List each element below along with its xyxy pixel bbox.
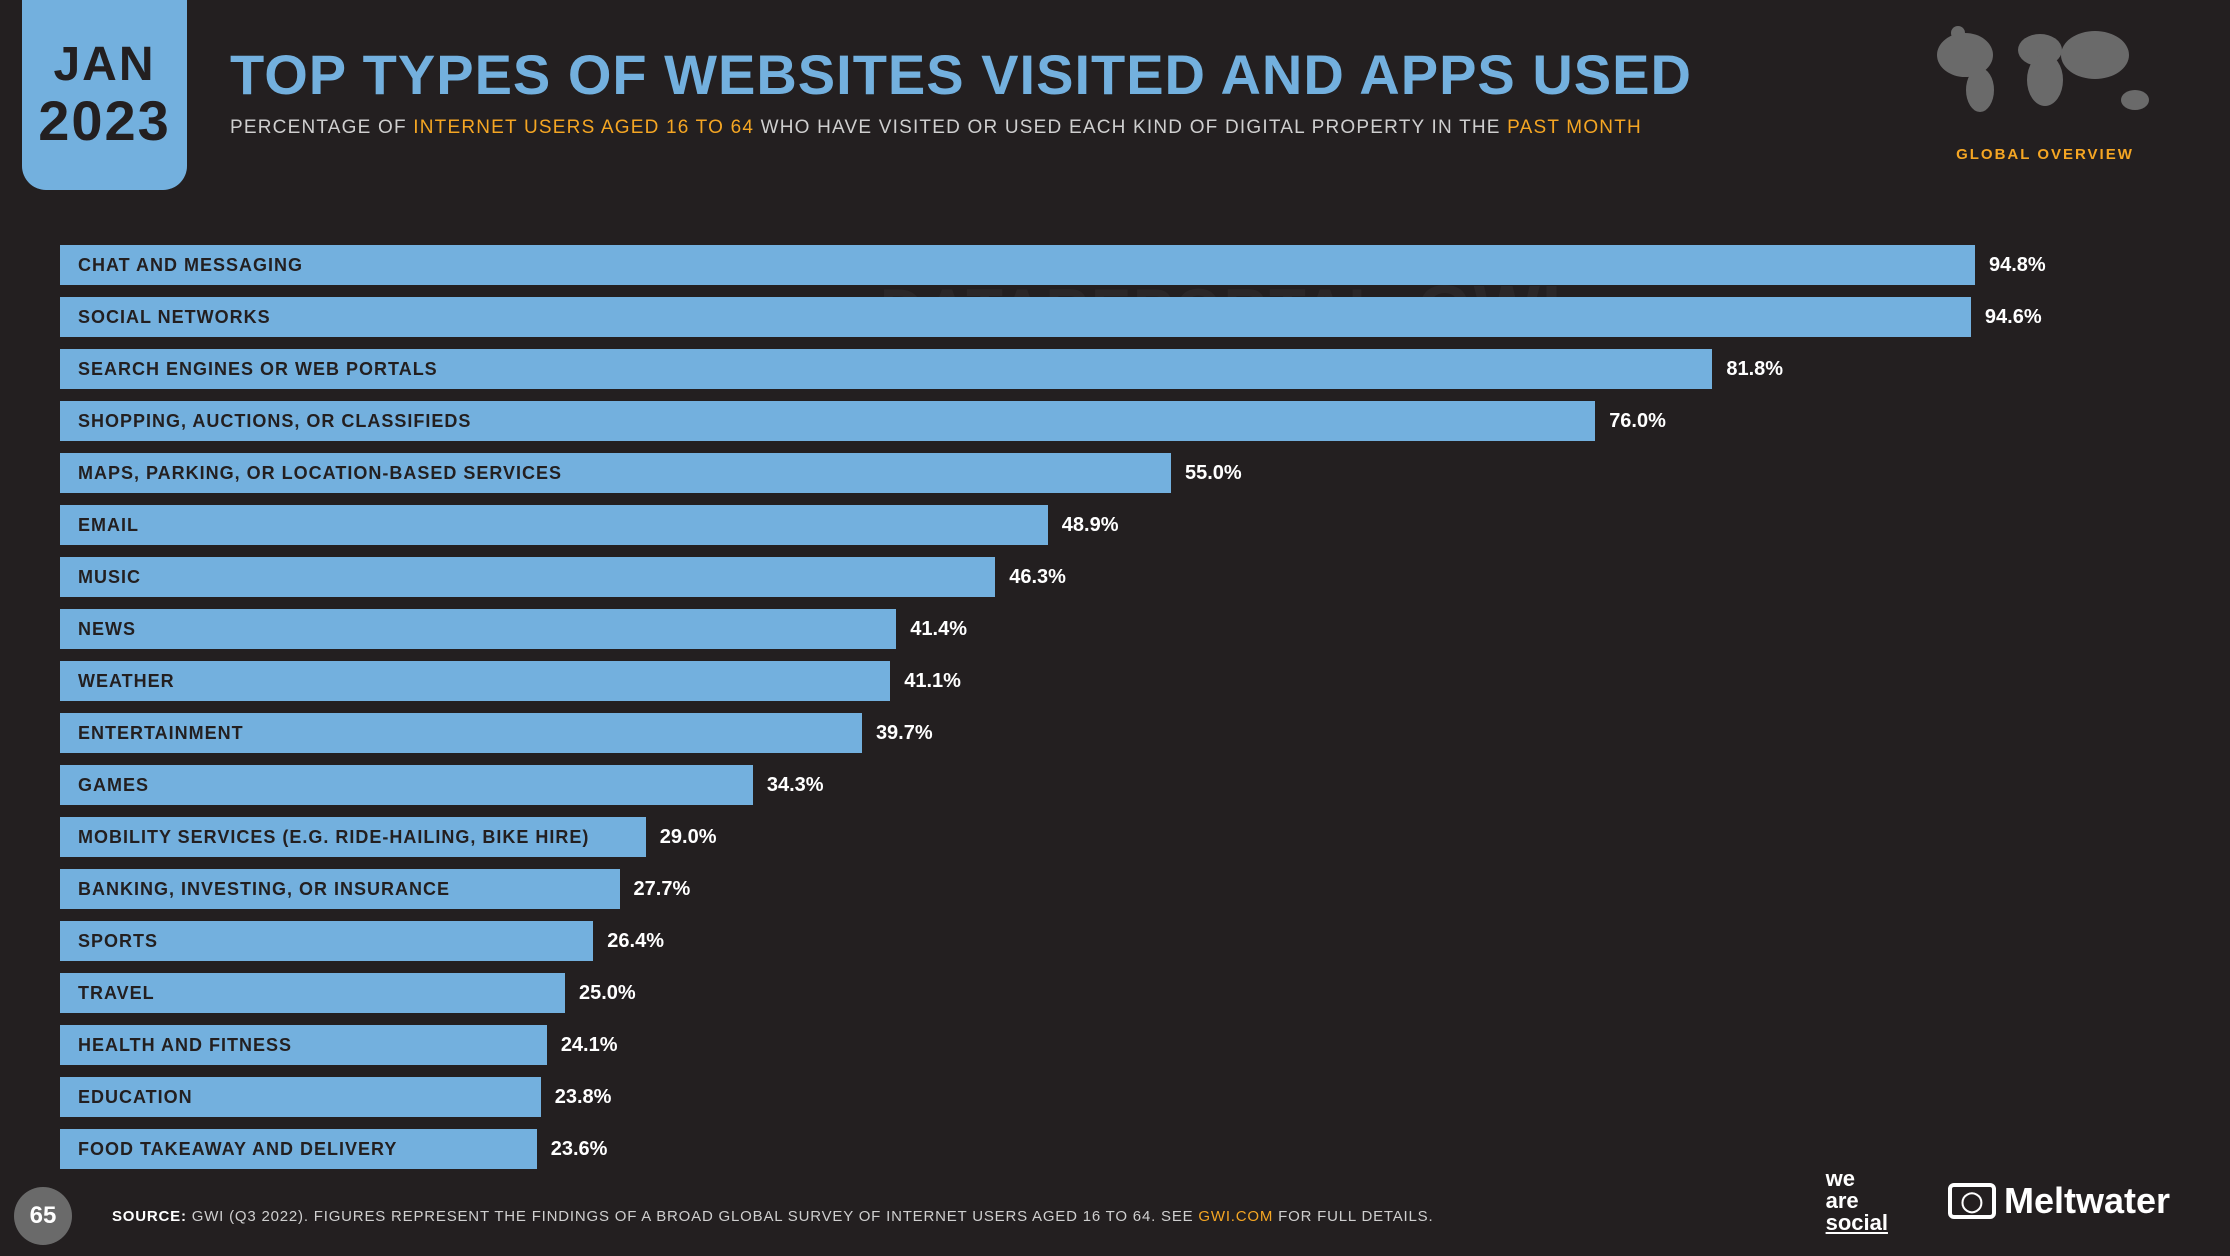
bar-row: HEALTH AND FITNESS 24.1% xyxy=(60,1025,2170,1065)
bar-row: MAPS, PARKING, OR LOCATION-BASED SERVICE… xyxy=(60,453,2170,493)
bar-value: 76.0% xyxy=(1609,410,1666,433)
bar-value: 41.4% xyxy=(910,618,967,641)
header: TOP TYPES OF WEBSITES VISITED AND APPS U… xyxy=(230,42,1692,139)
bar-row: FOOD TAKEAWAY AND DELIVERY 23.6% xyxy=(60,1129,2170,1169)
bar-row: MUSIC 46.3% xyxy=(60,557,2170,597)
subtitle-pre: PERCENTAGE OF xyxy=(230,117,413,138)
bar: CHAT AND MESSAGING xyxy=(60,245,1975,285)
bar: EDUCATION xyxy=(60,1077,541,1117)
page-number: 65 xyxy=(14,1187,72,1245)
bar: SPORTS xyxy=(60,921,593,961)
bar-value: 24.1% xyxy=(561,1034,618,1057)
source-text: SOURCE: GWI (Q3 2022). FIGURES REPRESENT… xyxy=(112,1208,1433,1225)
bar-value: 23.6% xyxy=(551,1138,608,1161)
bar-row: EMAIL 48.9% xyxy=(60,505,2170,545)
bar: TRAVEL xyxy=(60,973,565,1013)
bar-value: 94.6% xyxy=(1985,306,2042,329)
bar-value: 55.0% xyxy=(1185,462,1242,485)
meltwater-text: Meltwater xyxy=(2004,1180,2170,1222)
bar-value: 25.0% xyxy=(579,982,636,1005)
bar-row: SHOPPING, AUCTIONS, OR CLASSIFIEDS 76.0% xyxy=(60,401,2170,441)
bar-value: 46.3% xyxy=(1009,566,1066,589)
subtitle-hl1: INTERNET USERS AGED 16 TO 64 xyxy=(413,117,754,138)
world-map: GLOBAL OVERVIEW xyxy=(1920,15,2170,163)
subtitle-mid: WHO HAVE VISITED OR USED EACH KIND OF DI… xyxy=(754,117,1507,138)
meltwater-logo: ◯ Meltwater xyxy=(1948,1180,2170,1222)
bar: ENTERTAINMENT xyxy=(60,713,862,753)
source-label: SOURCE: xyxy=(112,1208,187,1225)
bar-row: SPORTS 26.4% xyxy=(60,921,2170,961)
page-title: TOP TYPES OF WEBSITES VISITED AND APPS U… xyxy=(230,42,1692,107)
bar: MOBILITY SERVICES (E.G. RIDE-HAILING, BI… xyxy=(60,817,646,857)
bar-value: 81.8% xyxy=(1726,358,1783,381)
bar-row: CHAT AND MESSAGING 94.8% xyxy=(60,245,2170,285)
bar-value: 41.1% xyxy=(904,670,961,693)
bar: FOOD TAKEAWAY AND DELIVERY xyxy=(60,1129,537,1169)
date-month: JAN xyxy=(53,41,155,89)
world-map-icon xyxy=(1920,15,2170,135)
bar-value: 34.3% xyxy=(767,774,824,797)
wearesocial-logo: we are social xyxy=(1826,1168,1888,1234)
bar-row: SOCIAL NETWORKS 94.6% xyxy=(60,297,2170,337)
bar-value: 39.7% xyxy=(876,722,933,745)
wearesocial-3: social xyxy=(1826,1212,1888,1234)
bar-value: 23.8% xyxy=(555,1086,612,1109)
subtitle-hl2: PAST MONTH xyxy=(1507,117,1642,138)
bar: WEATHER xyxy=(60,661,890,701)
logos: we are social ◯ Meltwater xyxy=(1826,1168,2170,1234)
wearesocial-2: are xyxy=(1826,1190,1888,1212)
date-badge: JAN 2023 xyxy=(22,0,187,190)
wearesocial-1: we xyxy=(1826,1168,1888,1190)
date-year: 2023 xyxy=(38,93,171,149)
footer: 65 SOURCE: GWI (Q3 2022). FIGURES REPRES… xyxy=(0,1176,2230,1256)
source-link: GWI.COM xyxy=(1198,1208,1273,1225)
source-text-1: GWI (Q3 2022). FIGURES REPRESENT THE FIN… xyxy=(187,1208,1199,1225)
bar-row: TRAVEL 25.0% xyxy=(60,973,2170,1013)
bar-row: MOBILITY SERVICES (E.G. RIDE-HAILING, BI… xyxy=(60,817,2170,857)
global-overview-label: GLOBAL OVERVIEW xyxy=(1920,146,2170,163)
bar-value: 27.7% xyxy=(634,878,691,901)
bar: HEALTH AND FITNESS xyxy=(60,1025,547,1065)
bar: BANKING, INVESTING, OR INSURANCE xyxy=(60,869,620,909)
bar-row: BANKING, INVESTING, OR INSURANCE 27.7% xyxy=(60,869,2170,909)
bar-chart: CHAT AND MESSAGING 94.8% SOCIAL NETWORKS 94… xyxy=(60,245,2170,1181)
bar-row: GAMES 34.3% xyxy=(60,765,2170,805)
bar: SHOPPING, AUCTIONS, OR CLASSIFIEDS xyxy=(60,401,1595,441)
bar: MAPS, PARKING, OR LOCATION-BASED SERVICE… xyxy=(60,453,1171,493)
meltwater-icon: ◯ xyxy=(1948,1183,1996,1219)
subtitle: PERCENTAGE OF INTERNET USERS AGED 16 TO … xyxy=(230,117,1692,139)
bar: EMAIL xyxy=(60,505,1048,545)
bar-value: 94.8% xyxy=(1989,254,2046,277)
bar: MUSIC xyxy=(60,557,995,597)
bar: GAMES xyxy=(60,765,753,805)
source-text-2: FOR FULL DETAILS. xyxy=(1273,1208,1433,1225)
bar-row: ENTERTAINMENT 39.7% xyxy=(60,713,2170,753)
bar-row: NEWS 41.4% xyxy=(60,609,2170,649)
bar-row: SEARCH ENGINES OR WEB PORTALS 81.8% xyxy=(60,349,2170,389)
bar-row: EDUCATION 23.8% xyxy=(60,1077,2170,1117)
bar-value: 48.9% xyxy=(1062,514,1119,537)
bar-value: 26.4% xyxy=(607,930,664,953)
bar-row: WEATHER 41.1% xyxy=(60,661,2170,701)
bar: SEARCH ENGINES OR WEB PORTALS xyxy=(60,349,1712,389)
bar-value: 29.0% xyxy=(660,826,717,849)
bar: NEWS xyxy=(60,609,896,649)
bar: SOCIAL NETWORKS xyxy=(60,297,1971,337)
